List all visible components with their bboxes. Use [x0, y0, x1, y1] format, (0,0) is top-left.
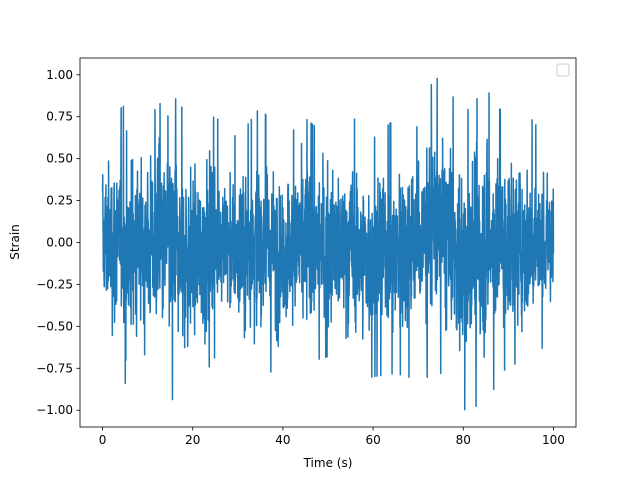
- x-tick-label: 40: [275, 433, 290, 447]
- series-group: [101, 77, 555, 411]
- legend: [556, 63, 570, 77]
- y-tick-label: 0.00: [46, 236, 73, 250]
- strain-series-line: [101, 77, 555, 411]
- x-tick-label: 80: [456, 433, 471, 447]
- y-tick-label: 0.50: [46, 152, 73, 166]
- legend-box: [556, 63, 570, 77]
- plot-area: [101, 77, 555, 411]
- y-tick-label: −0.25: [36, 277, 73, 291]
- y-tick-label: −0.75: [36, 361, 73, 375]
- x-axis-ticks: 0 20 40 60 80 100: [99, 427, 565, 447]
- y-tick-label: −0.50: [36, 319, 73, 333]
- y-axis-label: Strain: [8, 224, 22, 260]
- y-axis-ticks: −1.00 −0.75 −0.50 −0.25 0.00 0.25 0.50 0.75 1.00: [36, 68, 80, 417]
- y-tick-label: −1.00: [36, 403, 73, 417]
- x-axis-label: Time (s): [303, 456, 353, 470]
- y-tick-label: 1.00: [46, 68, 73, 82]
- y-tick-label: 0.75: [46, 110, 73, 124]
- x-tick-label: 60: [365, 433, 380, 447]
- x-tick-label: 0: [99, 433, 107, 447]
- y-tick-label: 0.25: [46, 194, 73, 208]
- x-tick-label: 100: [542, 433, 565, 447]
- x-tick-label: 20: [185, 433, 200, 447]
